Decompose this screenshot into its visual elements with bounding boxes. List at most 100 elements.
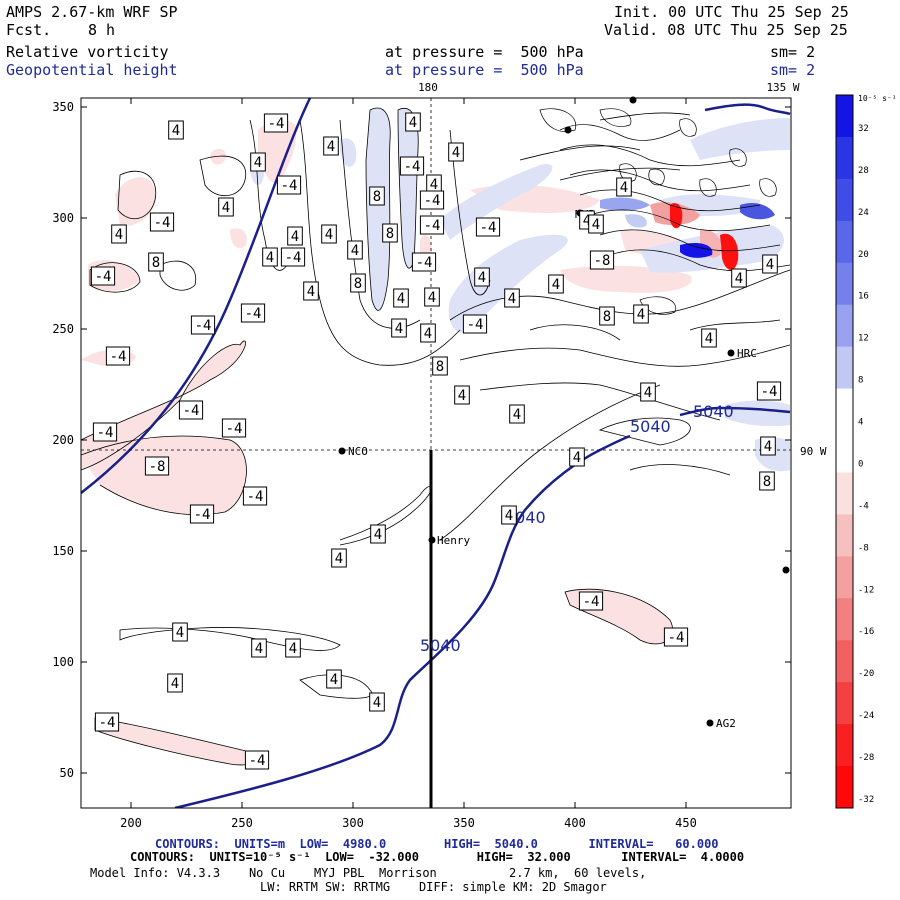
svg-text:4: 4 (373, 695, 381, 711)
svg-text:4: 4 (705, 331, 713, 347)
vorticity-contour-labels: 4 -444-44-448-44 4-44 484-4-4-4-4-4-4-8-4-4… (90, 112, 782, 770)
colorbar-label: 32 (858, 124, 869, 134)
vorticity-label-positive: 4 (168, 120, 184, 140)
x-axis-labels: 200 250 300 350 400 450 (120, 816, 697, 830)
y-tick-label: 150 (52, 544, 74, 558)
colorbar-swatch (836, 262, 853, 306)
height-label: 5040 (420, 636, 461, 655)
station-marker (629, 96, 637, 104)
colorbar-label: 8 (858, 376, 863, 386)
svg-text:8: 8 (603, 309, 611, 325)
colorbar-swatch (836, 220, 853, 264)
x-tick-label: 350 (453, 816, 475, 830)
svg-text:4: 4 (644, 385, 652, 401)
vorticity-label-negative: -4 (462, 314, 488, 334)
svg-text:-4: -4 (110, 349, 127, 365)
vorticity-label-negative: -4 (399, 156, 425, 176)
x-tick-label: 300 (342, 816, 364, 830)
colorbar-label: 12 (858, 334, 869, 344)
footer-height-contours: CONTOURS: UNITS=m LOW= 4980.0 HIGH= 5040… (155, 837, 719, 851)
colorbar-label: -8 (858, 543, 869, 553)
vorticity-label-negative: -4 (105, 346, 131, 366)
svg-text:4: 4 (508, 291, 516, 307)
svg-text:4: 4 (766, 257, 774, 273)
svg-text:4: 4 (330, 672, 338, 688)
svg-text:AG2: AG2 (716, 717, 736, 730)
svg-text:-8: -8 (594, 253, 611, 269)
colorbar-label: -32 (858, 795, 874, 805)
svg-text:-4: -4 (424, 193, 441, 209)
svg-text:4: 4 (552, 277, 560, 293)
vorticity-label-positive: 8 (369, 186, 385, 206)
vorticity-label-positive: 4 (454, 385, 470, 405)
svg-text:4: 4 (592, 217, 600, 233)
colorbar-swatch (836, 388, 853, 432)
svg-text:8: 8 (373, 189, 381, 205)
vorticity-label-positive: 4 (509, 404, 525, 424)
vorticity-label-negative: -4 (221, 418, 247, 438)
colorbar-swatch (836, 95, 853, 138)
colorbar-units: 10⁻⁵ s⁻¹ (858, 94, 897, 103)
svg-text:4: 4 (478, 270, 486, 286)
svg-text:-4: -4 (226, 421, 243, 437)
vorticity-label-positive: 4 (218, 197, 234, 217)
vorticity-label-positive: 4 (285, 638, 301, 658)
vorticity-label-positive: 4 (369, 692, 385, 712)
model-title: AMPS 2.67-km WRF SP (6, 3, 178, 21)
vorticity-label-positive: 4 (633, 304, 649, 324)
vorticity-label-positive: 4 (347, 240, 363, 260)
vorticity-label-positive: 4 (640, 382, 656, 402)
svg-text:4: 4 (176, 625, 184, 641)
svg-text:4: 4 (351, 243, 359, 259)
y-axis-labels: 350 300 250 200 150 100 50 (52, 100, 74, 780)
vorticity-label-positive: 4 (760, 436, 776, 456)
vorticity-label-positive: 8 (350, 273, 366, 293)
y-tick-label: 100 (52, 655, 74, 669)
svg-text:4: 4 (735, 271, 743, 287)
svg-text:4: 4 (115, 227, 123, 243)
vorticity-label-positive: 4 (548, 274, 564, 294)
vorticity-label-positive: 8 (432, 356, 448, 376)
colorbar-swatch (836, 766, 853, 809)
svg-text:-4: -4 (416, 255, 433, 271)
svg-text:4: 4 (172, 123, 180, 139)
colorbar-label: -28 (858, 753, 874, 763)
vorticity-label-negative: -4 (94, 712, 120, 732)
svg-text:-8: -8 (149, 459, 166, 475)
y-tick-label: 200 (52, 433, 74, 447)
colorbar-swatch (836, 472, 853, 515)
height-label: 5040 (630, 417, 671, 436)
svg-text:4: 4 (505, 508, 513, 524)
svg-text:4: 4 (428, 290, 436, 306)
vorticity-label-negative: -4 (92, 422, 118, 442)
colorbar-swatch (836, 178, 853, 222)
lon-label-180: 180 (418, 81, 438, 94)
vorticity-label-positive: 4 (701, 328, 717, 348)
dense-contours-top-right (539, 108, 791, 315)
vorticity-label-positive: 4 (111, 224, 127, 244)
colorbar-label: 24 (858, 208, 869, 218)
colorbar-label: -12 (858, 585, 874, 595)
colorbar-swatch (836, 682, 853, 725)
vorticity-label-negative: -4 (263, 113, 289, 133)
colorbar-label: 0 (858, 459, 863, 469)
vorticity-label-negative: -4 (419, 190, 445, 210)
forecast-value: 8 h (88, 21, 116, 39)
vorticity-label-positive: 8 (382, 223, 398, 243)
vorticity-label-negative: -4 (578, 591, 604, 611)
svg-text:4: 4 (289, 641, 297, 657)
vorticity-label-negative: -8 (589, 250, 615, 270)
vorticity-label-positive: 8 (148, 252, 164, 272)
colorbar-swatch (836, 640, 853, 683)
field1-smoothing: sm= 2 (770, 43, 816, 61)
vorticity-label-positive: 4 (331, 548, 347, 568)
svg-text:-4: -4 (247, 489, 264, 505)
vorticity-label-positive: 4 (303, 281, 319, 301)
svg-text:4: 4 (374, 527, 382, 543)
svg-text:-4: -4 (583, 594, 600, 610)
vorticity-label-negative: -4 (756, 381, 782, 401)
svg-text:4: 4 (325, 227, 333, 243)
station-marker (782, 566, 790, 574)
svg-text:4: 4 (424, 326, 432, 342)
lon-label-90w: 90 W (800, 445, 827, 458)
